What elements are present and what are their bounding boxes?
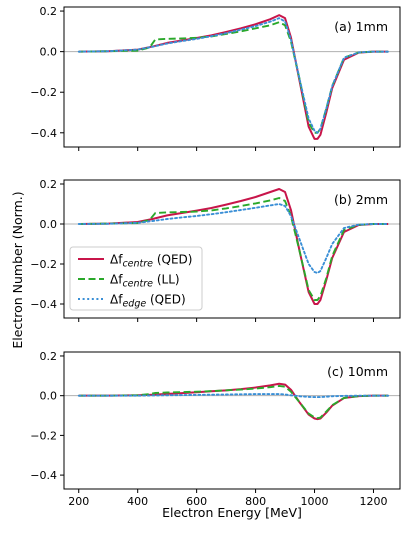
x-tick-label: 600 xyxy=(186,495,207,508)
y-tick-label: −0.2 xyxy=(30,258,57,271)
series-line-centre-ll xyxy=(78,21,389,134)
legend-label: Δfcentre (LL) xyxy=(110,273,180,290)
y-tick-label: 0.2 xyxy=(40,5,58,18)
x-tick-label: 1000 xyxy=(301,495,329,508)
x-tick-label: 800 xyxy=(245,495,266,508)
legend: Δfcentre (QED) Δfcentre (LL) Δfedge (QED) xyxy=(69,246,203,311)
plot-frame xyxy=(63,179,401,319)
y-tick-label: −0.2 xyxy=(30,86,57,99)
legend-label: Δfedge (QED) xyxy=(110,293,186,310)
panel-label: (c) 10mm xyxy=(327,364,388,379)
y-tick-label: 0.0 xyxy=(40,218,58,231)
y-tick-label: −0.4 xyxy=(30,298,57,311)
legend-label: Δfcentre (QED) xyxy=(110,253,192,270)
y-tick-label: 0.2 xyxy=(40,350,58,363)
y-tick-label: 0.0 xyxy=(40,390,58,403)
plot-frame xyxy=(63,351,401,490)
panel-3: 0.2 0.0 −0.2 −0.4 200 400 600 800 1000 1200 (c) 10… xyxy=(30,350,401,508)
y-tick-label: −0.2 xyxy=(30,429,57,442)
series-line-centre-qed xyxy=(78,382,389,421)
series-line-edge-qed xyxy=(77,393,390,399)
y-axis-title: Electron Number (Norm.) xyxy=(10,191,25,348)
series-line-centre-ll xyxy=(78,385,389,420)
panel-2: 0.2 0.0 −0.2 −0.4 (b) 2mm xyxy=(30,178,401,322)
panel-label: (b) 2mm xyxy=(334,192,388,207)
x-tick-label: 400 xyxy=(127,495,148,508)
x-axis-title: Electron Energy [MeV] xyxy=(162,505,302,520)
y-tick-label: −0.4 xyxy=(30,127,57,140)
series-line-edge-qed xyxy=(77,203,390,274)
x-tick-label: 200 xyxy=(68,495,89,508)
series-line-edge-qed xyxy=(77,17,390,134)
y-tick-label: 0.0 xyxy=(40,46,58,59)
legend-box xyxy=(69,246,203,311)
x-tick-label: 1200 xyxy=(359,495,387,508)
plot-frame xyxy=(63,6,401,148)
panel-label: (a) 1mm xyxy=(334,19,388,34)
y-tick-label: −0.4 xyxy=(30,469,57,482)
series-line-centre-ll xyxy=(78,197,389,301)
panel-1: 0.2 0.0 −0.2 −0.4 (a) 1mm xyxy=(30,5,401,151)
y-tick-label: 0.2 xyxy=(40,178,58,191)
